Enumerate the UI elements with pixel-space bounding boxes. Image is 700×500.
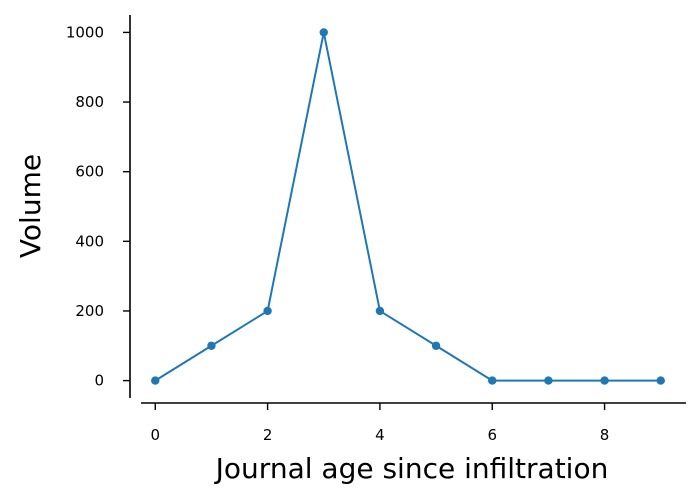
x-tick-label: 6 (487, 426, 497, 444)
data-point (207, 341, 216, 350)
data-point (263, 306, 272, 316)
x-tick-label: 2 (263, 426, 273, 444)
data-point (431, 341, 441, 350)
data-point (319, 28, 328, 37)
data-point (488, 376, 497, 385)
y-tick-label: 800 (75, 93, 104, 111)
x-tick-label: 8 (600, 426, 610, 444)
data-point (544, 376, 553, 385)
x-axis-ticks: 0 2 4 6 8 (150, 403, 609, 444)
y-tick-label: 400 (75, 232, 104, 250)
series-markers (151, 28, 665, 385)
y-tick-label: 200 (75, 302, 104, 320)
y-axis-ticks: 0 200 400 600 800 1000 (66, 23, 130, 390)
x-tick-label: 0 (150, 426, 160, 444)
data-point (151, 376, 160, 385)
y-axis-title: Volume (14, 154, 47, 258)
x-tick-label: 4 (375, 426, 385, 444)
data-point (375, 306, 385, 316)
y-tick-label: 0 (94, 372, 104, 390)
x-axis-title: Journal age since infiltration (214, 452, 609, 485)
data-point (656, 376, 665, 385)
data-point (600, 376, 609, 385)
y-tick-label: 600 (75, 163, 104, 181)
y-tick-label: 1000 (66, 23, 104, 41)
plot-area (151, 28, 665, 385)
series-line (154, 32, 661, 382)
axes: 0 200 400 600 800 1000 0 2 4 6 8 (66, 15, 686, 444)
